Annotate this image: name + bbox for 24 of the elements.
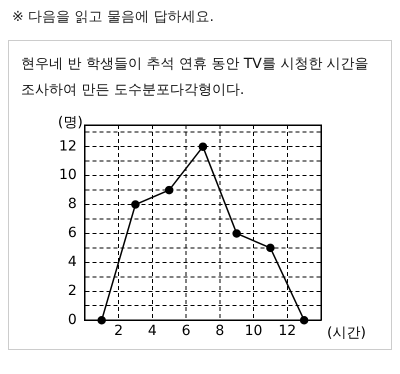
y-tick-label: 8 <box>68 196 77 212</box>
x-tick-label: 10 <box>244 323 262 340</box>
x-tick-label: 4 <box>148 323 157 340</box>
point <box>266 244 275 252</box>
y-tick-label: 2 <box>68 282 77 299</box>
x-tick-label: 12 <box>278 323 296 340</box>
point <box>131 200 140 209</box>
chart-subtitle: 현우네 반 학생들이 추석 연휴 동안 TV를 시청한 시간을 조사하여 만든 도수분포다각형이다. <box>21 55 370 100</box>
point <box>164 186 174 194</box>
chart-title: ※ 다음을 읽고 물음에 답하세요. <box>12 8 215 26</box>
y-tick-label: 12 <box>58 138 77 154</box>
y-tick-label: 10 <box>58 167 77 184</box>
x-axis-title: (시간) <box>327 324 366 341</box>
y-tick-label: 0 <box>68 312 77 328</box>
y-axis-title: (명) <box>58 114 83 131</box>
point <box>232 229 241 238</box>
x-tick-label: 6 <box>182 323 191 340</box>
x-tick-label: 2 <box>114 323 124 340</box>
point <box>300 316 308 324</box>
y-tick-label: 4 <box>68 254 77 270</box>
point <box>198 142 208 151</box>
point <box>97 316 106 324</box>
x-tick-label: 8 <box>215 323 224 340</box>
y-tick-label: 6 <box>68 225 77 242</box>
